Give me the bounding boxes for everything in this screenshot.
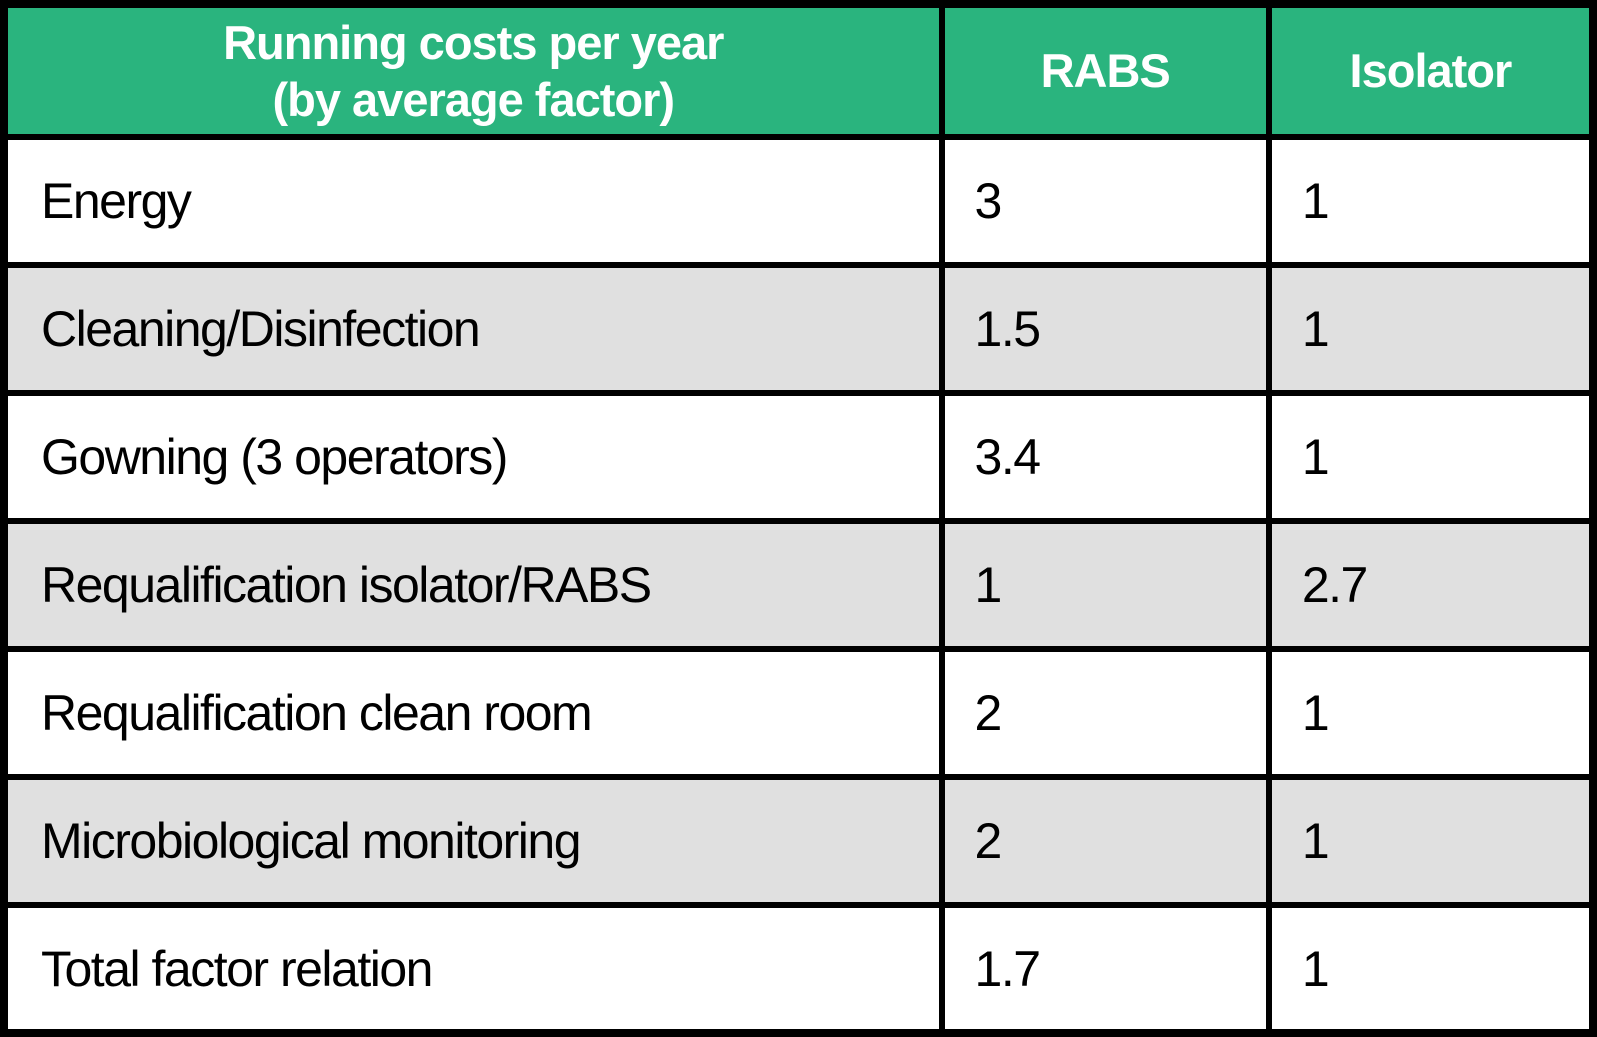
header-col-isolator: Isolator (1265, 1, 1597, 140)
row-label: Requalification clean room (1, 646, 945, 780)
table-row-energy: Energy 3 1 (1, 134, 1597, 268)
table-row-requalification-cleanroom: Requalification clean room 2 1 (1, 646, 1597, 780)
isolator-value: 1 (1265, 646, 1597, 780)
header-row: Running costs per year (by average facto… (1, 1, 1597, 140)
rabs-value: 2 (938, 774, 1272, 908)
rabs-value: 3 (938, 134, 1272, 268)
isolator-value: 1 (1265, 390, 1597, 524)
isolator-value: 1 (1265, 262, 1597, 396)
row-label: Microbiological monitoring (1, 774, 945, 908)
header-col-rabs: RABS (938, 1, 1272, 140)
row-label: Cleaning/Disinfection (1, 262, 945, 396)
rabs-value: 3.4 (938, 390, 1272, 524)
isolator-value: 1 (1265, 134, 1597, 268)
table-row-gowning: Gowning (3 operators) 3.4 1 (1, 390, 1597, 524)
header-title-line1: Running costs per year (223, 15, 724, 69)
row-label: Energy (1, 134, 945, 268)
rabs-value: 1.5 (938, 262, 1272, 396)
row-label: Total factor relation (1, 902, 945, 1036)
table-row-requalification-isolator: Requalification isolator/RABS 1 2.7 (1, 518, 1597, 652)
row-label: Gowning (3 operators) (1, 390, 945, 524)
table-row-cleaning: Cleaning/Disinfection 1.5 1 (1, 262, 1597, 396)
header-title-cell: Running costs per year (by average facto… (1, 1, 945, 140)
header-title-line2: (by average factor) (272, 73, 675, 126)
table-row-total: Total factor relation 1.7 1 (1, 902, 1597, 1036)
table-row-microbiological: Microbiological monitoring 2 1 (1, 774, 1597, 908)
rabs-value: 2 (938, 646, 1272, 780)
isolator-value: 1 (1265, 902, 1597, 1036)
rabs-value: 1.7 (938, 902, 1272, 1036)
isolator-value: 2.7 (1265, 518, 1597, 652)
rabs-value: 1 (938, 518, 1272, 652)
row-label: Requalification isolator/RABS (1, 518, 945, 652)
isolator-value: 1 (1265, 774, 1597, 908)
